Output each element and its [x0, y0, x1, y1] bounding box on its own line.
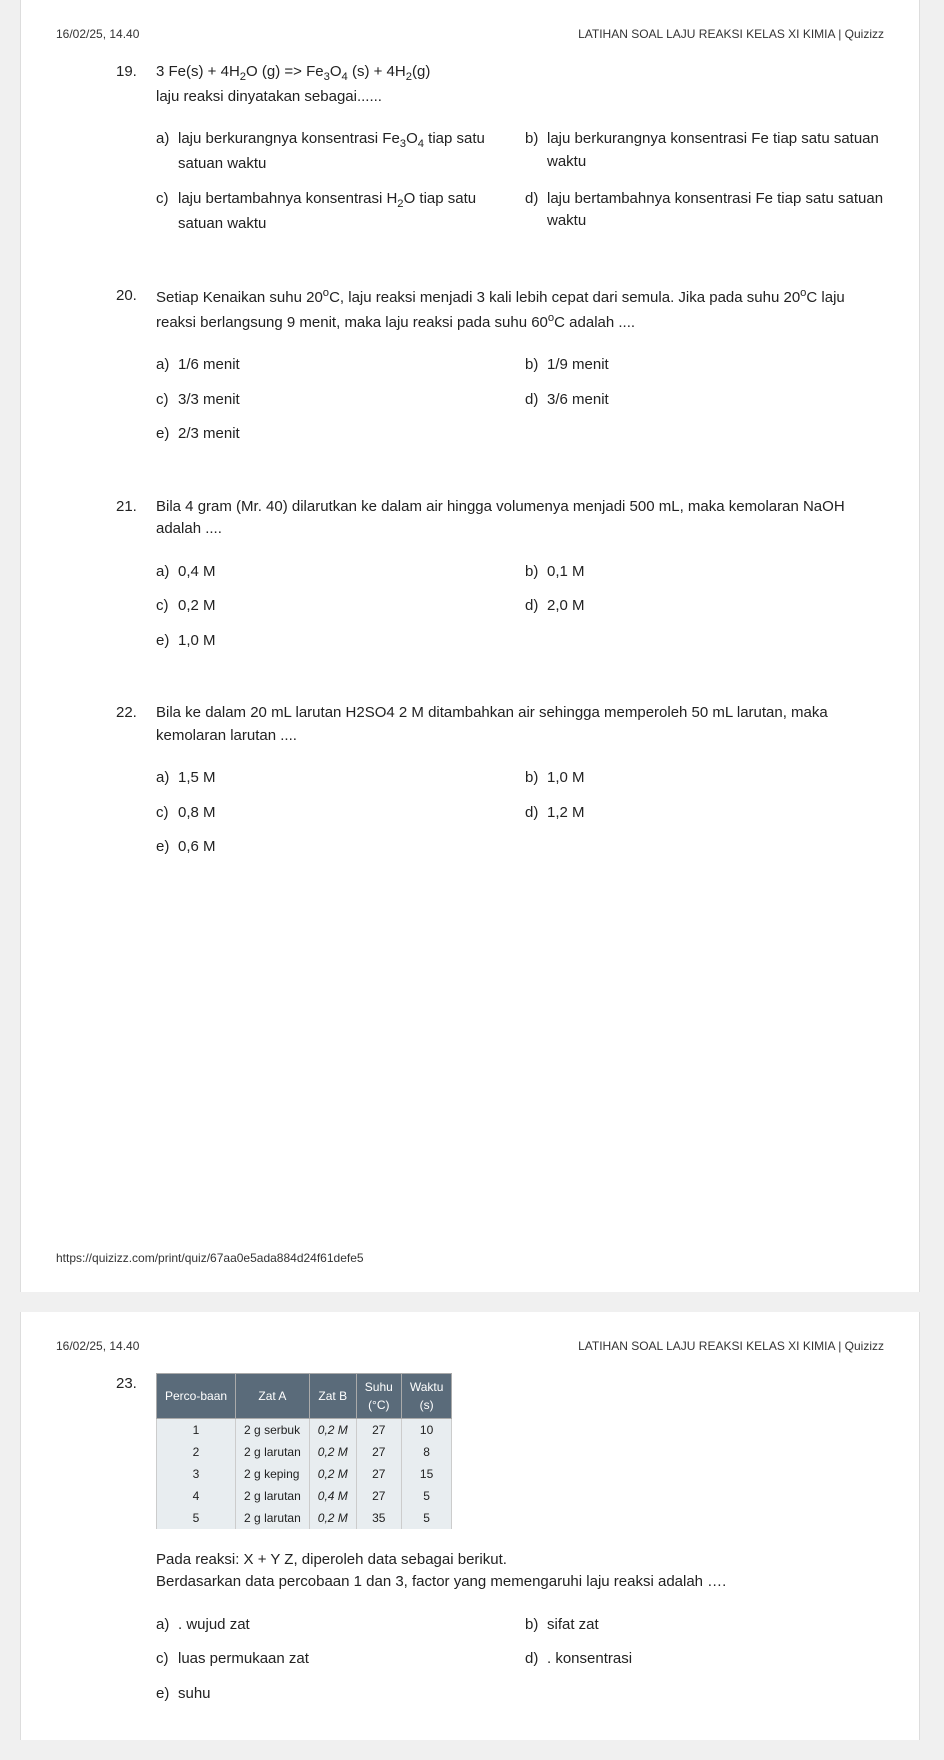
question-stem: Bila ke dalam 20 mL larutan H2SO4 2 M di… [156, 702, 884, 747]
option-e: e)2/3 menit [156, 423, 515, 446]
header-timestamp: 16/02/25, 14.40 [56, 25, 139, 43]
option-e: e)0,6 M [156, 836, 515, 859]
option-b: b) laju berkurangnya konsentrasi Fe tiap… [525, 128, 884, 175]
question-stem: 3 Fe(s) + 4H2O (g) => Fe3O4 (s) + 4H2(g)… [156, 61, 884, 108]
option-b: b)1,0 M [525, 767, 884, 790]
option-c: c)3/3 menit [156, 389, 515, 412]
footer-url: https://quizizz.com/print/quiz/67aa0e5ad… [56, 1249, 884, 1267]
question-number: 20. [116, 285, 156, 446]
table-row: 5 2 g larutan 0,2 M 35 5 [157, 1507, 452, 1529]
option-a: a)0,4 M [156, 561, 515, 584]
option-e: e)1,0 M [156, 630, 515, 653]
table-header: Perco-baan [157, 1373, 236, 1418]
header-timestamp: 16/02/25, 14.40 [56, 1337, 139, 1355]
table-row: 4 2 g larutan 0,4 M 27 5 [157, 1485, 452, 1507]
option-c: c)0,2 M [156, 595, 515, 618]
question-21: 21. Bila 4 gram (Mr. 40) dilarutkan ke d… [56, 496, 884, 653]
option-a: a)1/6 menit [156, 354, 515, 377]
question-number: 19. [116, 61, 156, 235]
page-header: 16/02/25, 14.40 LATIHAN SOAL LAJU REAKSI… [56, 1337, 884, 1355]
option-d: d)1,2 M [525, 802, 884, 825]
table-row: 2 2 g larutan 0,2 M 27 8 [157, 1441, 452, 1463]
option-d: d)3/6 menit [525, 389, 884, 412]
option-a: a)1,5 M [156, 767, 515, 790]
option-b: b)1/9 menit [525, 354, 884, 377]
option-c: c) laju bertambahnya konsentrasi H2O tia… [156, 188, 515, 235]
option-c: c)luas permukaan zat [156, 1648, 515, 1671]
option-list: a)0,4 M b)0,1 M c)0,2 M d)2,0 M e)1,0 M [156, 561, 884, 653]
option-a: a). wujud zat [156, 1614, 515, 1637]
table-header: Waktu(s) [401, 1373, 452, 1418]
table-header: Zat A [236, 1373, 310, 1418]
option-list: a). wujud zat b)sifat zat c)luas permuka… [156, 1614, 884, 1706]
table-row: 3 2 g keping 0,2 M 27 15 [157, 1463, 452, 1485]
question-22: 22. Bila ke dalam 20 mL larutan H2SO4 2 … [56, 702, 884, 859]
option-b: b)0,1 M [525, 561, 884, 584]
data-table: Perco-baan Zat A Zat B Suhu(°C) Waktu(s)… [156, 1373, 452, 1529]
option-d: d) laju bertambahnya konsentrasi Fe tiap… [525, 188, 884, 235]
header-title: LATIHAN SOAL LAJU REAKSI KELAS XI KIMIA … [578, 1337, 884, 1355]
question-23: 23. Perco-baan Zat A Zat B Suhu(°C) Wakt… [56, 1373, 884, 1706]
question-19: 19. 3 Fe(s) + 4H2O (g) => Fe3O4 (s) + 4H… [56, 61, 884, 235]
page-spacer [56, 909, 884, 1149]
page-1: 16/02/25, 14.40 LATIHAN SOAL LAJU REAKSI… [20, 0, 920, 1292]
question-20: 20. Setiap Kenaikan suhu 20oC, laju reak… [56, 285, 884, 446]
question-number: 22. [116, 702, 156, 859]
question-number: 23. [116, 1373, 156, 1706]
question-number: 21. [116, 496, 156, 653]
table-header: Zat B [309, 1373, 356, 1418]
option-b: b)sifat zat [525, 1614, 884, 1637]
page-header: 16/02/25, 14.40 LATIHAN SOAL LAJU REAKSI… [56, 25, 884, 43]
option-list: a)1/6 menit b)1/9 menit c)3/3 menit d)3/… [156, 354, 884, 446]
page-2: 16/02/25, 14.40 LATIHAN SOAL LAJU REAKSI… [20, 1312, 920, 1741]
table-row: 1 2 g serbuk 0,2 M 27 10 [157, 1418, 452, 1441]
question-stem: Pada reaksi: X + Y Z, diperoleh data seb… [156, 1549, 884, 1594]
question-stem: Setiap Kenaikan suhu 20oC, laju reaksi m… [156, 285, 884, 334]
option-d: d). konsentrasi [525, 1648, 884, 1671]
option-d: d)2,0 M [525, 595, 884, 618]
header-title: LATIHAN SOAL LAJU REAKSI KELAS XI KIMIA … [578, 25, 884, 43]
option-list: a) laju berkurangnya konsentrasi Fe3O4 t… [156, 128, 884, 235]
option-e: e)suhu [156, 1683, 515, 1706]
option-list: a)1,5 M b)1,0 M c)0,8 M d)1,2 M e)0,6 M [156, 767, 884, 859]
option-a: a) laju berkurangnya konsentrasi Fe3O4 t… [156, 128, 515, 175]
question-stem: Bila 4 gram (Mr. 40) dilarutkan ke dalam… [156, 496, 884, 541]
table-header: Suhu(°C) [356, 1373, 401, 1418]
option-c: c)0,8 M [156, 802, 515, 825]
